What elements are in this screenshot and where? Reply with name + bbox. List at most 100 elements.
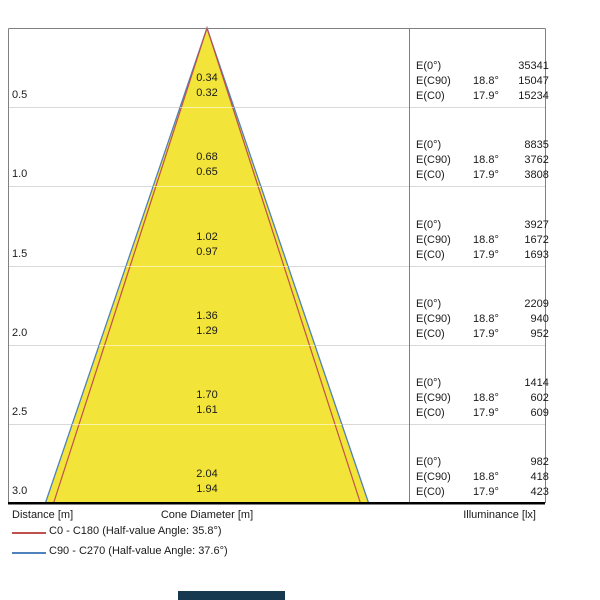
illuminance-block: E(0°) 35341 E(C90) 18.8° 15047 E(C0) 17.… — [416, 59, 549, 104]
e-label: E(0°) — [416, 298, 442, 310]
e-angle — [451, 297, 499, 312]
illuminance-block: E(0°) 982 E(C90) 18.8° 418 E(C0) 17.9° 4… — [416, 455, 549, 500]
distance-label: 1.0 — [12, 168, 28, 180]
e-angle — [451, 455, 499, 470]
cone-row: 1.0 0.68 0.65 E(0°) 8835 E(C90) 18.8° 37… — [0, 107, 600, 186]
distance-label: 0.5 — [12, 89, 28, 101]
e-value: 1693 — [524, 249, 549, 261]
e-angle: 18.8° — [473, 234, 499, 246]
e-angle: 18.8° — [473, 154, 499, 166]
e-value: 952 — [530, 328, 549, 340]
legend-item-c0: C0 - C180 (Half-value Angle: 35.8°) — [0, 524, 600, 542]
e-value: 423 — [530, 486, 549, 498]
illuminance-block: E(0°) 1414 E(C90) 18.8° 602 E(C0) 17.9° … — [416, 376, 549, 421]
e-value: 8835 — [524, 139, 549, 151]
e-value: 602 — [530, 392, 549, 404]
e-value: 982 — [530, 456, 549, 468]
bottom-bar — [178, 591, 285, 600]
e-angle — [451, 376, 499, 391]
distance-label: 2.0 — [12, 327, 28, 339]
e-value: 940 — [530, 313, 549, 325]
legend-item-c90: C90 - C270 (Half-value Angle: 37.6°) — [0, 544, 600, 562]
e-label: E(0°) — [416, 377, 442, 389]
cone-diameter-c0: 0.97 — [196, 246, 218, 258]
e-value: 15047 — [518, 75, 549, 87]
e-label: E(C0) — [416, 328, 445, 340]
cone-diameter-axis-label: Cone Diameter [m] — [160, 509, 254, 521]
e-angle — [451, 218, 499, 233]
cone-diameter-c0: 0.65 — [196, 166, 218, 178]
cone-row: 2.5 1.70 1.61 E(0°) 1414 E(C90) 18.8° 60… — [0, 345, 600, 424]
e-label: E(C90) — [416, 471, 451, 483]
cone-diameter-c90: 1.70 — [196, 389, 218, 401]
e-label: E(C0) — [416, 407, 445, 419]
e-value: 1672 — [524, 234, 549, 246]
e-angle: 18.8° — [473, 75, 499, 87]
cone-diameter-values: 1.70 1.61 — [150, 388, 264, 418]
e-angle — [451, 138, 499, 153]
e-value: 1414 — [524, 377, 549, 389]
cone-diameter-c0: 1.94 — [196, 483, 218, 495]
e-value: 35341 — [518, 60, 549, 72]
e-angle: 18.8° — [473, 392, 499, 404]
axis-labels: Distance [m] Cone Diameter [m] Illuminan… — [0, 509, 600, 525]
illuminance-axis-label: Illuminance [lx] — [463, 509, 536, 521]
e-angle: 17.9° — [473, 90, 499, 102]
e-value: 3808 — [524, 169, 549, 181]
cone-diameter-values: 0.68 0.65 — [150, 150, 264, 180]
e-label: E(0°) — [416, 60, 442, 72]
e-value: 15234 — [518, 90, 549, 102]
e-angle: 18.8° — [473, 313, 499, 325]
e-label: E(C90) — [416, 392, 451, 404]
e-value: 2209 — [524, 298, 549, 310]
e-value: 418 — [530, 471, 549, 483]
e-value: 609 — [530, 407, 549, 419]
e-angle: 17.9° — [473, 328, 499, 340]
illuminance-block: E(0°) 2209 E(C90) 18.8° 940 E(C0) 17.9° … — [416, 297, 549, 342]
e-value: 3762 — [524, 154, 549, 166]
e-label: E(0°) — [416, 219, 442, 231]
e-label: E(C0) — [416, 249, 445, 261]
cone-row: 1.5 1.02 0.97 E(0°) 3927 E(C90) 18.8° 16… — [0, 186, 600, 266]
distance-label: 3.0 — [12, 485, 28, 497]
cone-row: 0.5 0.34 0.32 E(0°) 35341 E(C90) 18.8° 1… — [0, 28, 600, 107]
cone-diameter-c0: 1.29 — [196, 325, 218, 337]
e-angle: 17.9° — [473, 249, 499, 261]
e-label: E(0°) — [416, 456, 442, 468]
e-angle: 17.9° — [473, 486, 499, 498]
distance-axis-label: Distance [m] — [12, 509, 74, 521]
cone-diameter-c90: 1.02 — [196, 231, 218, 243]
cone-row: 3.0 2.04 1.94 E(0°) 982 E(C90) 18.8° 418… — [0, 424, 600, 503]
legend-line-c0 — [12, 532, 46, 534]
e-label: E(C90) — [416, 75, 451, 87]
cone-diameter-c90: 0.34 — [196, 72, 218, 84]
cone-diameter-values: 2.04 1.94 — [150, 467, 264, 497]
e-angle: 17.9° — [473, 407, 499, 419]
cone-diameter-c0: 0.32 — [196, 87, 218, 99]
distance-label: 1.5 — [12, 248, 28, 260]
distance-label: 2.5 — [12, 406, 28, 418]
e-angle — [451, 59, 499, 74]
e-label: E(C0) — [416, 90, 445, 102]
cone-diameter-values: 0.34 0.32 — [150, 71, 264, 101]
e-angle: 17.9° — [473, 169, 499, 181]
e-label: E(C90) — [416, 313, 451, 325]
e-label: E(C0) — [416, 486, 445, 498]
illuminance-block: E(0°) 8835 E(C90) 18.8° 3762 E(C0) 17.9°… — [416, 138, 549, 183]
cone-diameter-c0: 1.61 — [196, 404, 218, 416]
legend-label-c0: C0 - C180 (Half-value Angle: 35.8°) — [49, 525, 222, 537]
e-angle: 18.8° — [473, 471, 499, 483]
e-label: E(0°) — [416, 139, 442, 151]
illuminance-block: E(0°) 3927 E(C90) 18.8° 1672 E(C0) 17.9°… — [416, 218, 549, 263]
cone-diameter-c90: 1.36 — [196, 310, 218, 322]
cone-diameter-values: 1.02 0.97 — [150, 230, 264, 260]
cone-diameter-c90: 2.04 — [196, 468, 218, 480]
cone-diameter-c90: 0.68 — [196, 151, 218, 163]
cone-row: 2.0 1.36 1.29 E(0°) 2209 E(C90) 18.8° 94… — [0, 266, 600, 345]
e-label: E(C0) — [416, 169, 445, 181]
e-label: E(C90) — [416, 234, 451, 246]
e-label: E(C90) — [416, 154, 451, 166]
e-value: 3927 — [524, 219, 549, 231]
